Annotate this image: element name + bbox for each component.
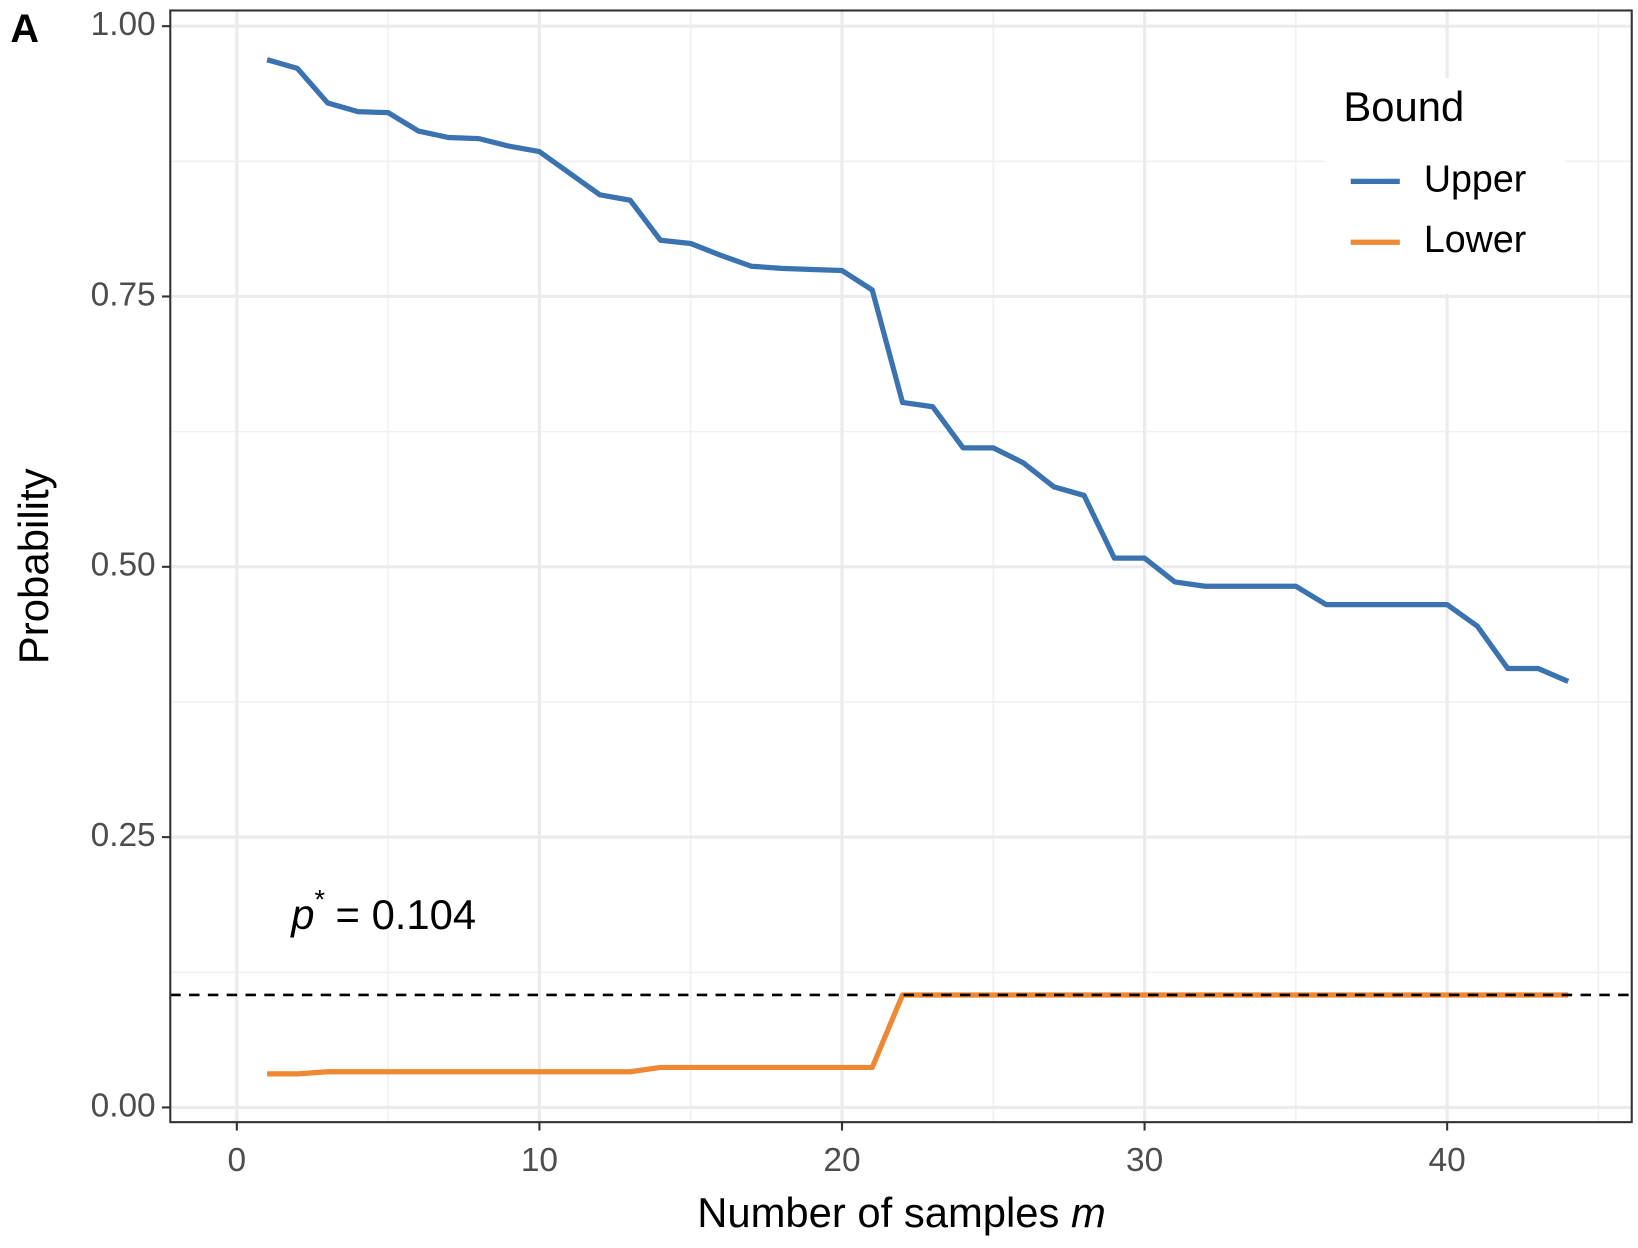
panel-border [169, 9, 1633, 1124]
y-tick-label: 0.00 [91, 1087, 156, 1124]
x-tick-label: 10 [521, 1142, 558, 1179]
x-tick-label: 0 [228, 1142, 247, 1179]
y-tick-label: 0.25 [91, 817, 156, 854]
series-line [267, 992, 1569, 1077]
x-tick-label: 30 [1126, 1142, 1163, 1179]
x-tick-label: 40 [1429, 1142, 1466, 1179]
y-axis-title: Probability [10, 468, 57, 664]
legend-box [1324, 78, 1565, 294]
legend-label: Upper [1424, 157, 1526, 199]
annotation-text: = 0.104 [336, 891, 477, 938]
annotation-symbol: p [289, 891, 314, 938]
x-axis-title-text: Number of samples [697, 1189, 1059, 1236]
y-tick-label: 0.75 [91, 276, 156, 313]
x-tick-label: 20 [823, 1142, 860, 1179]
annotation-superscript: * [315, 884, 326, 915]
panel-label: A [10, 7, 39, 51]
series-line [266, 57, 1570, 684]
x-axis-variable: m [1071, 1189, 1106, 1236]
y-tick-label: 0.50 [91, 547, 156, 584]
annotation: p* = 0.104 [289, 884, 476, 939]
y-tick-label: 1.00 [91, 6, 156, 43]
x-axis-title: Number of samples m [697, 1189, 1106, 1236]
legend-title: Bound [1343, 83, 1464, 130]
legend-label: Lower [1424, 218, 1526, 260]
